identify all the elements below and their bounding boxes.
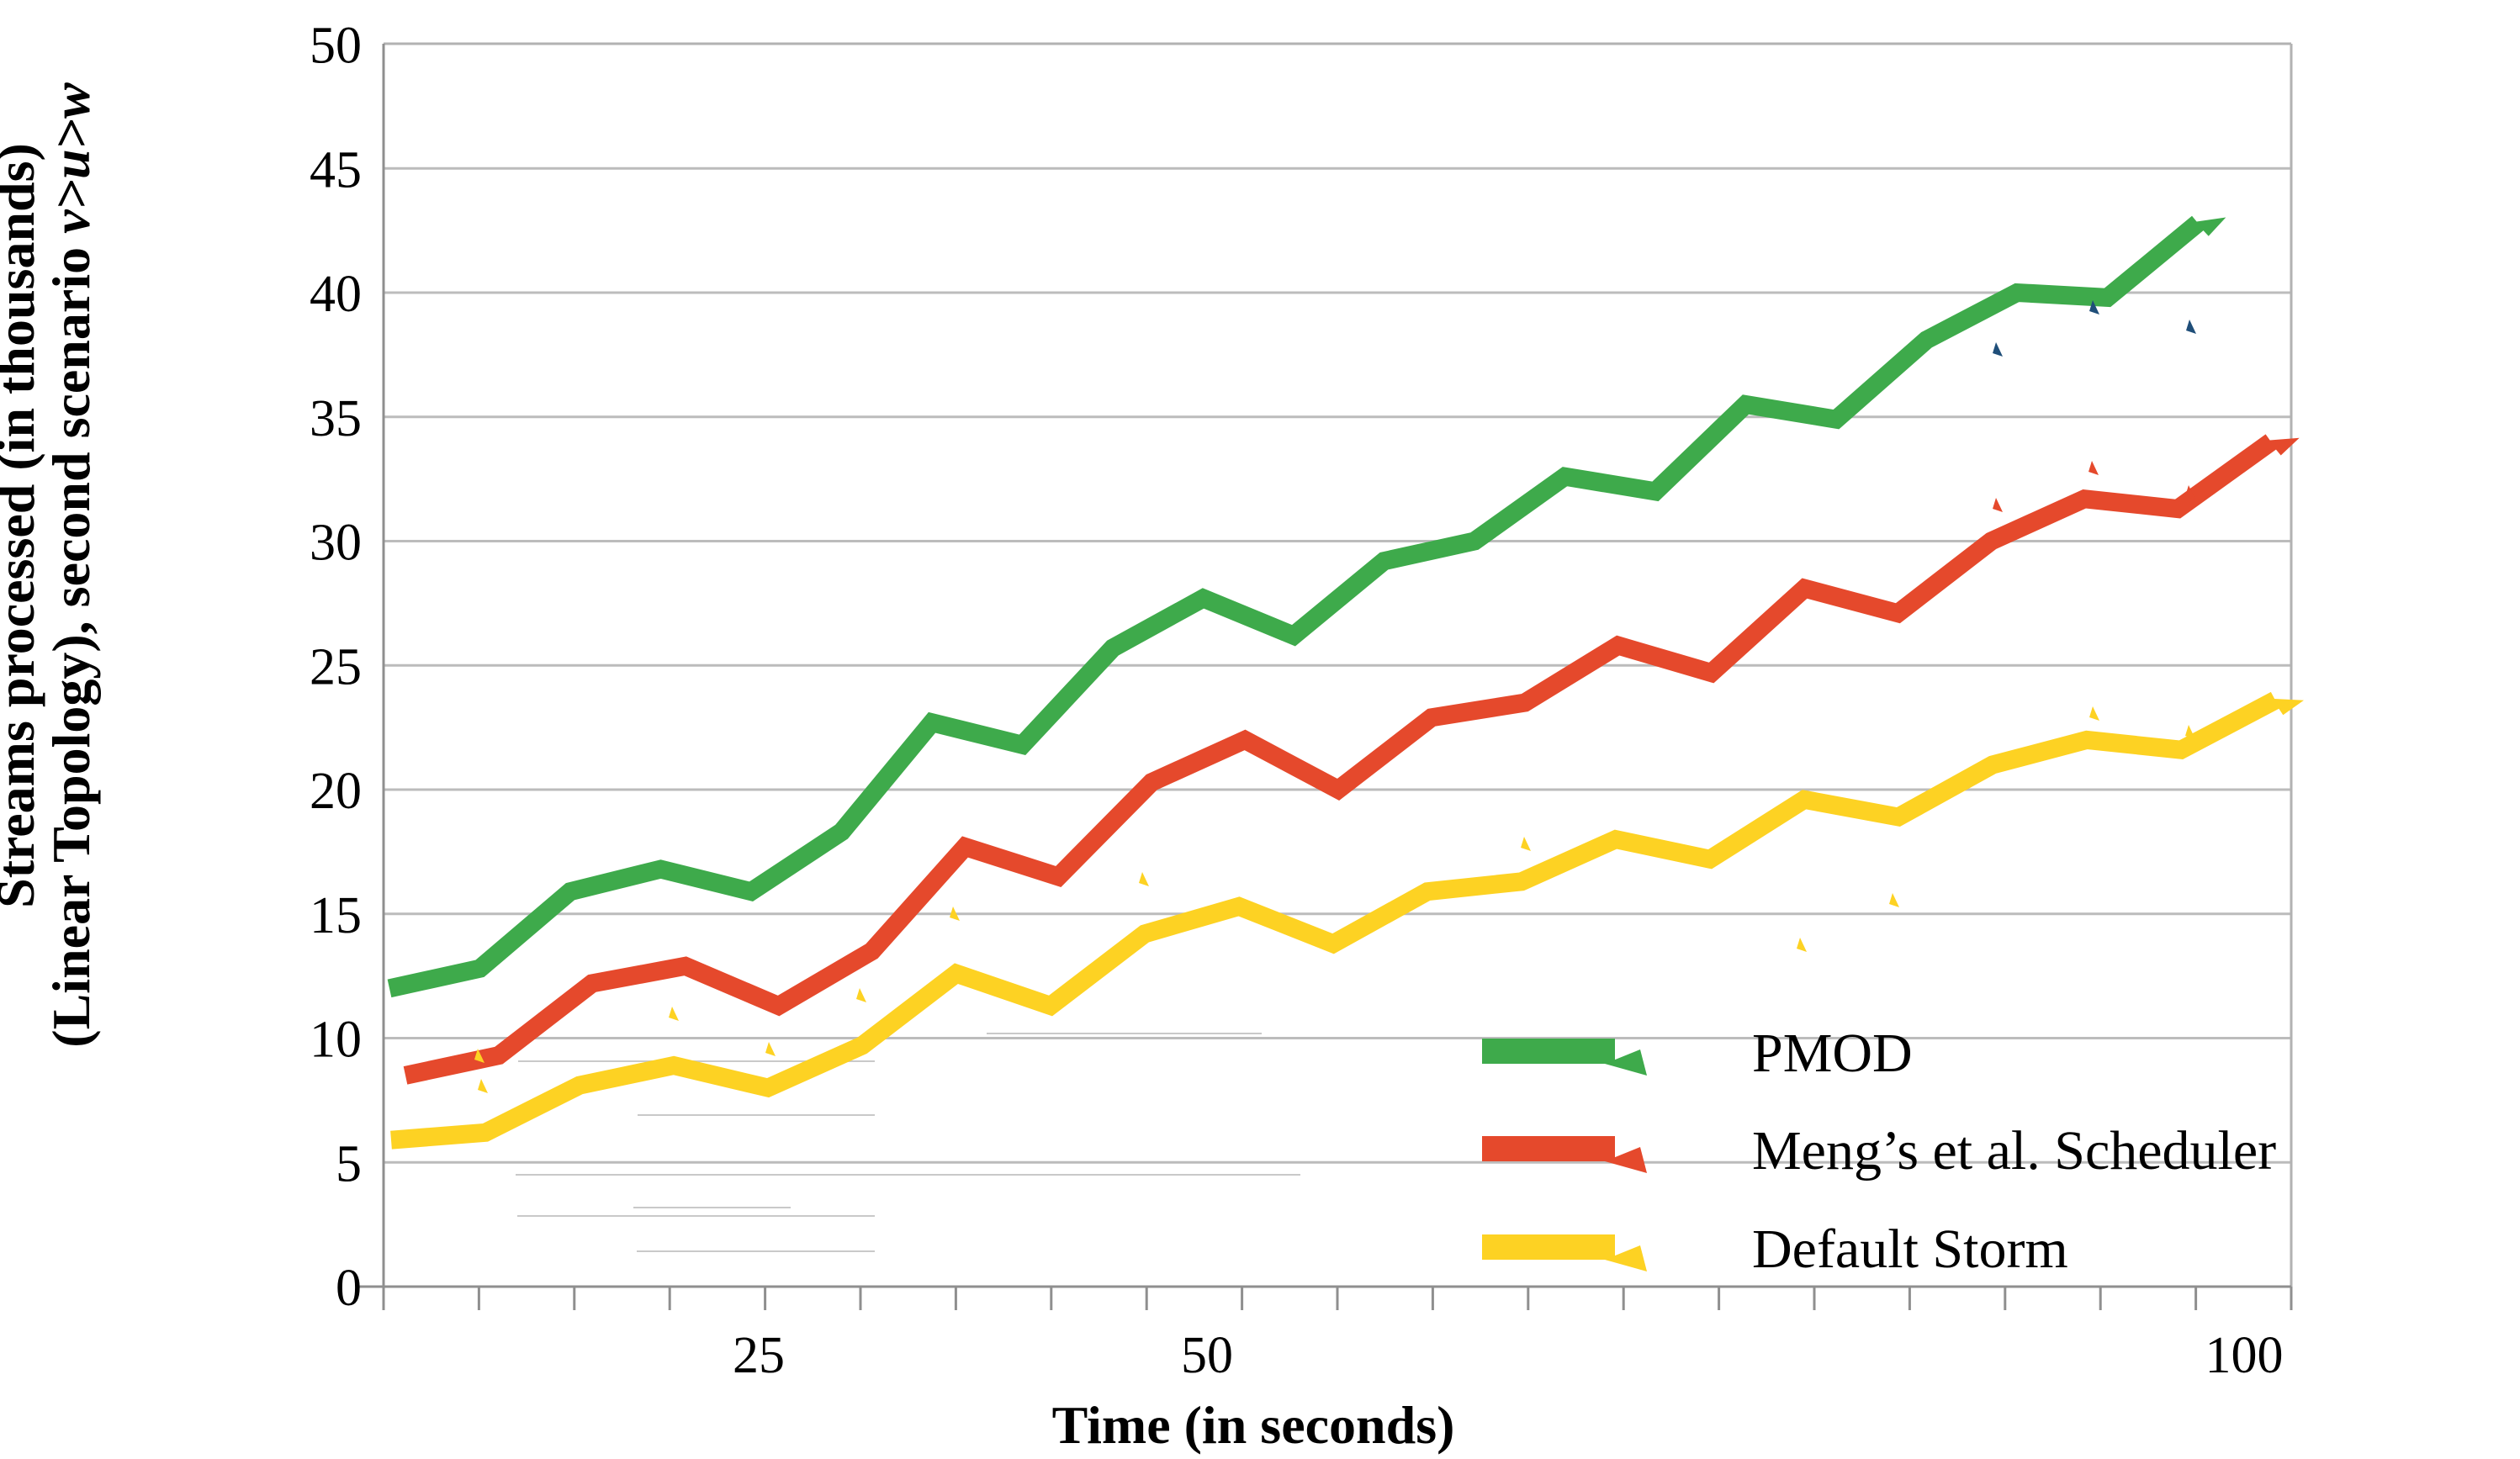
stray-speck	[1797, 938, 1807, 952]
stray-speck	[1139, 872, 1149, 886]
y-tick-label: 15	[310, 887, 362, 944]
stray-speck	[2089, 461, 2099, 475]
stray-speck	[1889, 893, 1899, 907]
y-tick-label: 20	[310, 763, 362, 820]
gridlines-group	[384, 167, 2291, 1252]
legend-label: Meng’s et al. Scheduler	[1752, 1120, 2276, 1181]
series-line-pmod	[387, 215, 2204, 998]
stray-speck	[1993, 498, 2003, 512]
y-tick-label: 30	[310, 515, 362, 572]
y-tick-label: 40	[310, 266, 362, 323]
x-tick-label: 50	[1181, 1327, 1233, 1384]
stray-speck	[2186, 320, 2196, 334]
y-tick-label: 45	[310, 141, 362, 198]
x-axis-title: Time (in seconds)	[1052, 1395, 1455, 1455]
y-axis-title-line1: Streams processed (in thousands)	[0, 143, 45, 908]
x-tick-label: 100	[2205, 1327, 2284, 1384]
y-axis-title-line2-italic: v>u>w	[41, 82, 101, 234]
series-line-end-tail	[2268, 437, 2300, 456]
legend-label: Default Storm	[1752, 1218, 2068, 1280]
series-lines-group	[387, 215, 2304, 1150]
stray-speck	[1521, 837, 1531, 851]
tick-labels-group: 0 5 10 15 20 25 30 35 40 45 50 25 50 100	[310, 18, 2284, 1385]
series-line-end-tail	[2194, 217, 2226, 236]
stray-speck	[2089, 706, 2099, 721]
stray-speck	[856, 988, 866, 1002]
series-line-meng-s-et-al-scheduler	[403, 434, 2277, 1085]
legend-swatch	[1482, 1136, 1615, 1161]
y-tick-label: 50	[310, 18, 362, 75]
stray-speck	[2089, 300, 2099, 315]
stray-speck	[2185, 725, 2195, 739]
y-tick-label: 25	[310, 638, 362, 695]
y-tick-label: 10	[310, 1012, 362, 1069]
stray-speck	[950, 907, 960, 921]
y-axis-title-line2-regular: (Linear Topology), second scenario	[41, 234, 101, 1048]
stray-speck	[478, 1079, 488, 1093]
legend-group: PMOD Meng’s et al. Scheduler Default Storm	[1482, 1023, 2276, 1280]
x-tick-label: 25	[733, 1327, 785, 1384]
stray-speck	[474, 1049, 484, 1063]
stray-speck	[1993, 342, 2003, 357]
legend-label: PMOD	[1752, 1023, 1913, 1084]
legend-swatch-tail	[1605, 1147, 1647, 1173]
y-tick-label: 0	[336, 1260, 362, 1317]
stray-marks-group	[474, 300, 2196, 1093]
legend-swatch-tail	[1605, 1245, 1647, 1271]
y-tick-label: 5	[336, 1135, 362, 1192]
legend-swatch	[1482, 1234, 1615, 1260]
stray-speck	[2185, 485, 2195, 500]
legend-swatch	[1482, 1039, 1615, 1064]
legend-swatch-tail	[1605, 1049, 1647, 1076]
y-axis-title-line2: (Linear Topology), second scenario v>u>w	[41, 82, 101, 1048]
series-line-default-storm	[390, 691, 2280, 1150]
stray-speck	[765, 1042, 776, 1056]
stray-speck	[669, 1007, 679, 1021]
plot-frame-group	[358, 42, 2293, 1310]
y-tick-label: 35	[310, 390, 362, 447]
series-line-end-tail	[2272, 698, 2304, 716]
